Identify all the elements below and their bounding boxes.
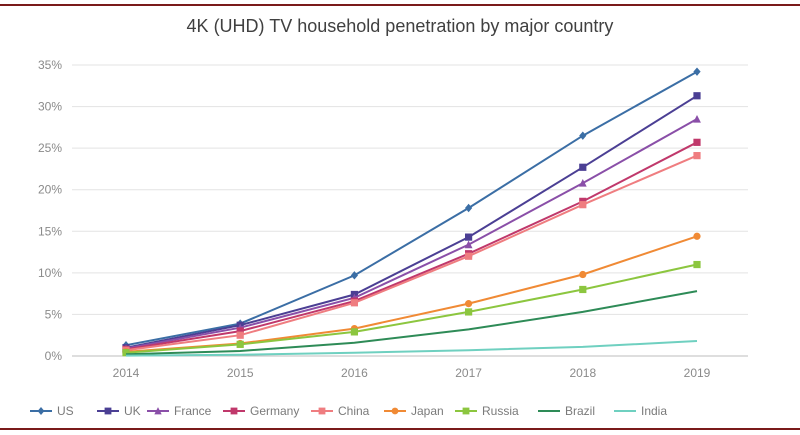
series-china	[122, 152, 701, 354]
series-india	[125, 340, 698, 357]
data-point	[693, 67, 701, 76]
legend-item-us: US	[30, 404, 74, 418]
series-line	[125, 263, 698, 354]
data-point	[391, 407, 399, 415]
x-tick-label: 2016	[341, 366, 368, 380]
series-lines	[122, 67, 701, 357]
legend-item-uk: UK	[97, 404, 141, 418]
series-line	[125, 340, 698, 357]
data-point	[236, 331, 244, 339]
bottom-border	[0, 428, 800, 430]
data-point	[693, 152, 701, 160]
series-line	[125, 235, 698, 353]
legend-item-brazil: Brazil	[538, 404, 595, 418]
x-tick-label: 2018	[569, 366, 596, 380]
data-point	[579, 163, 587, 171]
data-point	[579, 270, 587, 279]
series-line	[125, 290, 698, 356]
data-point	[465, 233, 473, 241]
y-tick-label: 35%	[38, 58, 62, 72]
series-line	[125, 141, 698, 351]
top-border	[0, 4, 800, 6]
data-point	[465, 203, 473, 213]
legend-label: UK	[124, 404, 141, 418]
series-line	[125, 118, 698, 350]
data-point	[693, 138, 701, 146]
data-point	[350, 299, 358, 307]
legend-label: Russia	[482, 404, 519, 418]
data-point	[579, 285, 587, 294]
legend-item-france: France	[147, 404, 212, 418]
x-tick-label: 2019	[684, 366, 711, 380]
legend: US UK France Germany China Japan Russia Brazil I…	[30, 404, 667, 418]
legend-item-india: India	[614, 404, 667, 418]
legend-label: India	[641, 404, 667, 418]
series-line	[125, 94, 698, 349]
data-point	[464, 240, 473, 249]
x-tick-label: 2014	[113, 366, 140, 380]
data-point	[579, 201, 587, 209]
data-point	[154, 407, 162, 415]
legend-label: Germany	[250, 404, 299, 418]
series-line	[125, 70, 698, 347]
grid-lines	[72, 64, 748, 357]
data-point	[236, 340, 244, 348]
data-point	[37, 407, 45, 415]
legend-label: Japan	[411, 404, 444, 418]
data-point	[104, 407, 112, 415]
data-point	[318, 407, 326, 415]
x-tick-label: 2017	[455, 366, 482, 380]
legend-item-germany: Germany	[223, 404, 299, 418]
data-point	[465, 308, 473, 316]
chart-title: 4K (UHD) TV household penetration by maj…	[186, 16, 614, 36]
series-line	[125, 154, 698, 352]
data-point	[693, 232, 701, 240]
data-point	[693, 114, 701, 123]
series-brazil	[125, 290, 698, 356]
data-point	[578, 178, 587, 187]
data-point	[693, 92, 701, 100]
data-point	[350, 271, 358, 280]
y-tick-label: 20%	[38, 183, 62, 197]
data-point	[462, 407, 470, 415]
legend-item-japan: Japan	[384, 404, 444, 418]
series-russia	[122, 260, 701, 357]
y-axis-ticks: 0% 5% 10% 15% 20% 25% 30% 35%	[38, 58, 62, 363]
data-point	[465, 252, 473, 260]
data-point	[236, 327, 244, 335]
y-tick-label: 30%	[38, 100, 62, 114]
data-point	[579, 131, 587, 140]
data-point	[693, 260, 701, 269]
y-tick-label: 0%	[45, 349, 63, 363]
y-tick-label: 15%	[38, 224, 62, 238]
legend-item-russia: Russia	[455, 404, 519, 418]
legend-label: Brazil	[565, 404, 595, 418]
legend-label: US	[57, 404, 74, 418]
legend-label: China	[338, 404, 370, 418]
data-point	[350, 328, 358, 336]
x-tick-label: 2015	[227, 366, 254, 380]
y-tick-label: 25%	[38, 141, 62, 155]
y-tick-label: 10%	[38, 266, 62, 280]
y-tick-label: 5%	[45, 307, 63, 321]
series-germany	[122, 138, 701, 353]
data-point	[465, 300, 473, 308]
data-point	[122, 349, 130, 357]
x-axis-ticks: 2014 2015 2016 2017 2018 2019	[113, 366, 711, 380]
legend-label: France	[174, 404, 212, 418]
series-uk	[122, 92, 701, 352]
legend-item-china: China	[311, 404, 370, 418]
data-point	[230, 407, 238, 415]
